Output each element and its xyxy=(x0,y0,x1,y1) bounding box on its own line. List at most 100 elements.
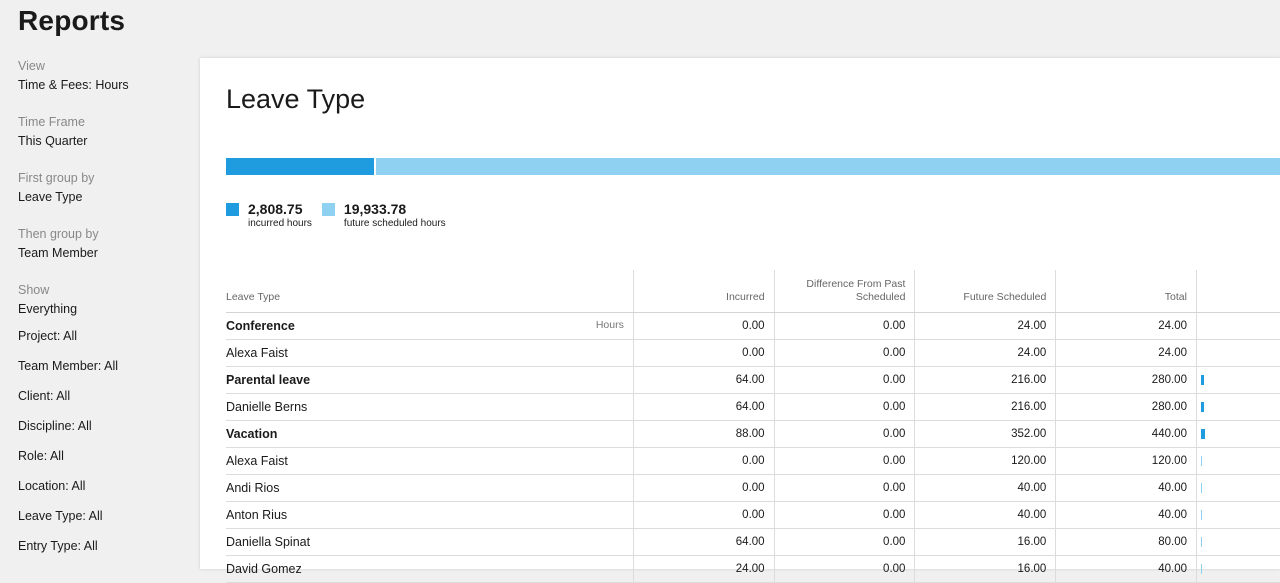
cell-total: 40.00 xyxy=(1055,501,1197,529)
filter-then-group-label: Then group by xyxy=(18,227,99,241)
report-title: Leave Type xyxy=(226,84,366,114)
row-name-cell: Conference Hours xyxy=(226,312,634,340)
cell-incurred: 0.00 xyxy=(632,474,775,502)
row-mini-bar xyxy=(1200,374,1204,385)
future-bar-segment xyxy=(376,158,1280,175)
filter-show[interactable]: Show Everything xyxy=(18,283,188,318)
report-sidebar: View Time & Fees: Hours Time Frame This … xyxy=(18,58,188,568)
cell-difference: 0.00 xyxy=(773,420,915,448)
member-name: David Gomez xyxy=(226,562,302,576)
unit-label: Hours xyxy=(595,319,624,331)
row-name-cell: Alexa Faist xyxy=(226,339,634,367)
filter-entry-type[interactable]: Entry Type: All xyxy=(18,539,98,553)
header-incurred[interactable]: Incurred xyxy=(632,270,775,313)
table-row[interactable]: Daniella Spinat 64.00 0.00 16.00 80.00 xyxy=(226,528,1280,556)
cell-difference: 0.00 xyxy=(773,528,915,556)
table-row[interactable]: David Gomez 24.00 0.00 16.00 40.00 xyxy=(226,555,1280,583)
table-row[interactable]: Anton Rius 0.00 0.00 40.00 40.00 xyxy=(226,501,1280,529)
cell-future: 216.00 xyxy=(914,366,1056,394)
row-bar-cell xyxy=(1195,420,1280,448)
cell-difference: 0.00 xyxy=(773,366,915,394)
cell-incurred: 88.00 xyxy=(632,420,775,448)
report-panel: Leave Type 2,808.75 incurred hours 19,93… xyxy=(200,58,1280,583)
filter-first-group-value[interactable]: Leave Type xyxy=(18,190,83,204)
row-bar-cell xyxy=(1195,528,1280,556)
cell-total: 120.00 xyxy=(1055,447,1197,475)
table-group-row[interactable]: Parental leave 64.00 0.00 216.00 280.00 xyxy=(226,366,1280,394)
cell-total: 24.00 xyxy=(1055,339,1197,367)
row-mini-bar xyxy=(1200,455,1202,466)
cell-total: 440.00 xyxy=(1055,420,1197,448)
row-bar-cell xyxy=(1195,501,1280,529)
cell-incurred: 0.00 xyxy=(632,447,775,475)
member-name: Anton Rius xyxy=(226,508,288,522)
cell-difference: 0.00 xyxy=(773,312,915,340)
table-row[interactable]: Alexa Faist 0.00 0.00 24.00 24.00 xyxy=(226,339,1280,367)
table-group-row[interactable]: Conference Hours 0.00 0.00 24.00 24.00 xyxy=(226,312,1280,340)
incurred-bar-segment xyxy=(226,158,374,175)
filter-view[interactable]: View Time & Fees: Hours xyxy=(18,59,188,94)
row-bar-cell xyxy=(1195,447,1280,475)
cell-incurred: 0.00 xyxy=(632,339,775,367)
header-future-scheduled[interactable]: Future Scheduled xyxy=(914,270,1056,313)
member-name: Daniella Spinat xyxy=(226,535,311,549)
cell-difference: 0.00 xyxy=(773,447,915,475)
cell-future: 120.00 xyxy=(914,447,1056,475)
row-name-cell: Andi Rios xyxy=(226,474,634,502)
row-mini-bar xyxy=(1200,509,1202,520)
cell-total: 80.00 xyxy=(1055,528,1197,556)
cell-total: 40.00 xyxy=(1055,555,1197,583)
filter-location[interactable]: Location: All xyxy=(18,479,86,493)
filter-time-frame-value[interactable]: This Quarter xyxy=(18,134,88,148)
row-bar-cell xyxy=(1195,312,1280,340)
hours-stacked-bar xyxy=(226,158,1280,175)
member-name: Danielle Berns xyxy=(226,400,308,414)
incurred-caption: incurred hours xyxy=(248,218,312,229)
header-total[interactable]: Total xyxy=(1055,270,1197,313)
table-row[interactable]: Alexa Faist 0.00 0.00 120.00 120.00 xyxy=(226,447,1280,475)
cell-future: 24.00 xyxy=(914,339,1056,367)
cell-difference: 0.00 xyxy=(773,555,915,583)
cell-incurred: 0.00 xyxy=(632,501,775,529)
table-row[interactable]: Danielle Berns 64.00 0.00 216.00 280.00 xyxy=(226,393,1280,421)
filter-time-frame[interactable]: Time Frame This Quarter xyxy=(18,115,188,150)
row-name-cell: Anton Rius xyxy=(226,501,634,529)
filter-project[interactable]: Project: All xyxy=(18,329,78,343)
filter-view-value[interactable]: Time & Fees: Hours xyxy=(18,78,129,92)
table-row[interactable]: Andi Rios 0.00 0.00 40.00 40.00 xyxy=(226,474,1280,502)
filter-show-label: Show xyxy=(18,283,50,297)
member-name: Andi Rios xyxy=(226,481,280,495)
legend-incurred: 2,808.75 incurred hours xyxy=(226,200,312,230)
future-total: 19,933.78 xyxy=(343,201,407,217)
cell-future: 40.00 xyxy=(914,474,1056,502)
group-name: Vacation xyxy=(226,427,278,441)
header-difference[interactable]: Difference From Past Scheduled xyxy=(773,270,915,313)
filter-client[interactable]: Client: All xyxy=(18,389,71,403)
member-name: Alexa Faist xyxy=(226,346,288,360)
table-header-row: Leave Type Incurred Difference From Past… xyxy=(226,270,1280,313)
filter-leave-type[interactable]: Leave Type: All xyxy=(18,509,103,523)
row-name-cell: Alexa Faist xyxy=(226,447,634,475)
row-bar-cell xyxy=(1195,393,1280,421)
row-name-cell: David Gomez xyxy=(226,555,634,583)
header-leave-type[interactable]: Leave Type xyxy=(226,270,634,313)
cell-future: 40.00 xyxy=(914,501,1056,529)
cell-difference: 0.00 xyxy=(773,393,915,421)
filter-show-value[interactable]: Everything xyxy=(18,302,78,316)
filter-then-group-value[interactable]: Team Member xyxy=(18,246,98,260)
row-mini-bar xyxy=(1200,401,1204,412)
table-group-row[interactable]: Vacation 88.00 0.00 352.00 440.00 xyxy=(226,420,1280,448)
filter-first-group[interactable]: First group by Leave Type xyxy=(18,171,188,206)
filter-role[interactable]: Role: All xyxy=(18,449,64,463)
cell-difference: 0.00 xyxy=(773,501,915,529)
cell-incurred: 64.00 xyxy=(632,393,775,421)
filter-then-group[interactable]: Then group by Team Member xyxy=(18,227,188,262)
row-name-cell: Daniella Spinat xyxy=(226,528,634,556)
incurred-total: 2,808.75 xyxy=(248,201,303,217)
filter-team-member[interactable]: Team Member: All xyxy=(18,359,119,373)
report-table: Leave Type Incurred Difference From Past… xyxy=(226,270,1280,583)
incurred-swatch xyxy=(226,203,239,216)
row-name-cell: Parental leave xyxy=(226,366,634,394)
cell-incurred: 24.00 xyxy=(632,555,775,583)
filter-discipline[interactable]: Discipline: All xyxy=(18,419,92,433)
